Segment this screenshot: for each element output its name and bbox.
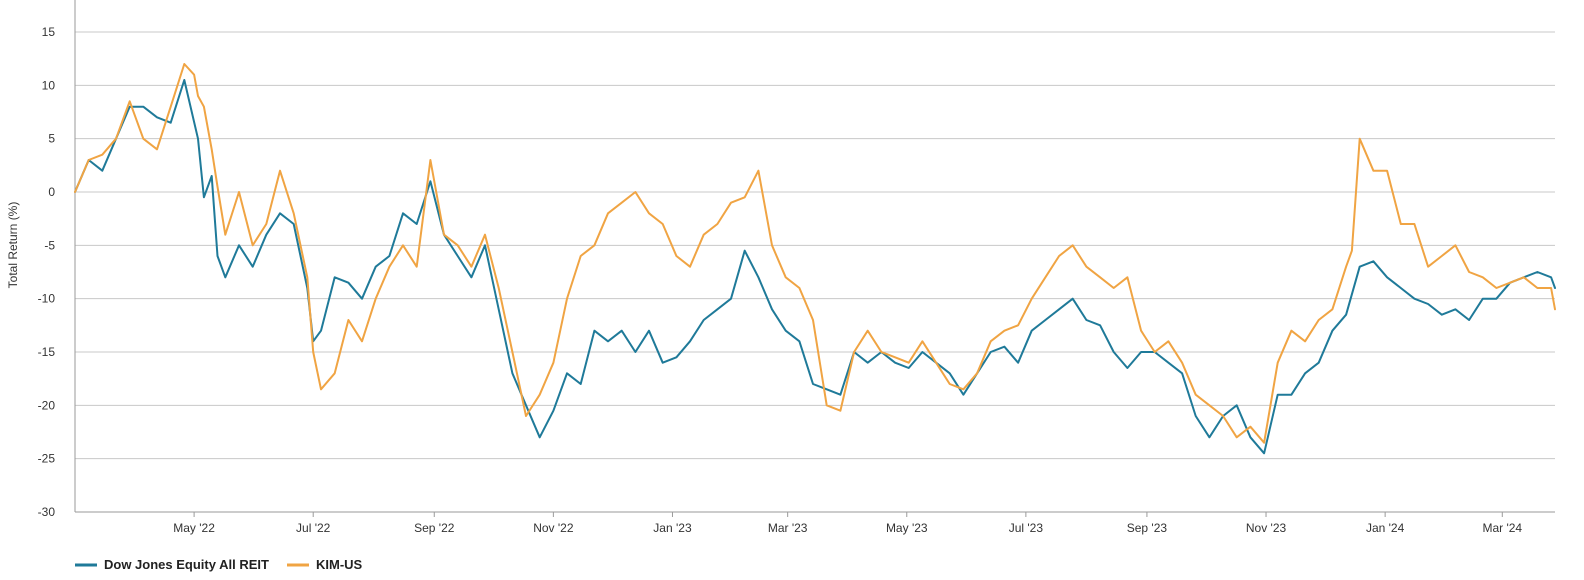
series-line-kim-us xyxy=(74,63,1556,444)
x-tick-label: Jul '22 xyxy=(296,521,331,535)
series-lines xyxy=(74,63,1556,455)
x-tick-label: Mar '23 xyxy=(768,521,808,535)
y-tick-label: 15 xyxy=(42,25,56,39)
axes xyxy=(74,0,1555,513)
legend-label-dow-jones: Dow Jones Equity All REIT xyxy=(104,557,269,572)
y-tick-label: 10 xyxy=(42,78,56,92)
x-tick-label: May '22 xyxy=(173,521,215,535)
y-tick-label: -5 xyxy=(44,238,55,252)
y-tick-label: -30 xyxy=(38,505,56,519)
y-tick-label: -20 xyxy=(38,398,56,412)
y-tick-label: -25 xyxy=(38,452,56,466)
x-tick-label: Sep '23 xyxy=(1127,521,1168,535)
y-tick-label: 5 xyxy=(48,132,55,146)
y-axis-title: Total Return (%) xyxy=(6,202,20,289)
series-line-dow-jones-equity-all-reit xyxy=(74,79,1556,455)
gridlines xyxy=(75,31,1555,513)
y-axis-tick-labels: 15 10 5 0 -5 -10 -15 -20 -25 -30 xyxy=(38,25,56,519)
x-tick-label: Jan '23 xyxy=(653,521,692,535)
x-tick-label: Sep '22 xyxy=(414,521,455,535)
y-tick-label: 0 xyxy=(48,185,55,199)
x-tick-label: Nov '22 xyxy=(533,521,574,535)
x-tick-label: Nov '23 xyxy=(1246,521,1287,535)
y-tick-label: -15 xyxy=(38,345,56,359)
legend-label-kim-us: KIM-US xyxy=(316,557,363,572)
x-tick-label: May '23 xyxy=(886,521,928,535)
x-tick-label: Jul '23 xyxy=(1009,521,1044,535)
legend: Dow Jones Equity All REIT KIM-US xyxy=(75,557,363,572)
x-tick-label: Jan '24 xyxy=(1366,521,1405,535)
x-axis-tick-labels: May '22 Jul '22 Sep '22 Nov '22 Jan '23 Mar '… xyxy=(173,512,1522,535)
x-tick-label: Mar '24 xyxy=(1482,521,1522,535)
y-tick-label: -10 xyxy=(38,292,56,306)
